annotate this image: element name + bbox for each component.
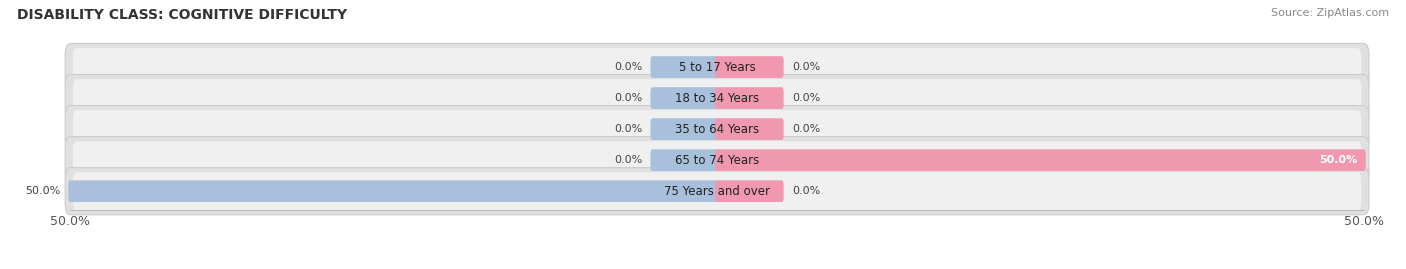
- FancyBboxPatch shape: [65, 137, 1369, 184]
- Text: 50.0%: 50.0%: [25, 186, 60, 196]
- FancyBboxPatch shape: [65, 44, 1369, 91]
- FancyBboxPatch shape: [73, 141, 1361, 179]
- Text: 35 to 64 Years: 35 to 64 Years: [675, 123, 759, 136]
- Text: 0.0%: 0.0%: [614, 124, 643, 134]
- FancyBboxPatch shape: [716, 118, 783, 140]
- Text: 0.0%: 0.0%: [792, 124, 820, 134]
- Text: 50.0%: 50.0%: [1319, 155, 1357, 165]
- FancyBboxPatch shape: [65, 105, 1369, 153]
- FancyBboxPatch shape: [651, 149, 718, 171]
- FancyBboxPatch shape: [69, 180, 718, 202]
- Text: 0.0%: 0.0%: [792, 186, 820, 196]
- Text: 0.0%: 0.0%: [614, 155, 643, 165]
- FancyBboxPatch shape: [716, 56, 783, 78]
- Text: 65 to 74 Years: 65 to 74 Years: [675, 154, 759, 167]
- Text: 0.0%: 0.0%: [792, 62, 820, 72]
- Text: Source: ZipAtlas.com: Source: ZipAtlas.com: [1271, 8, 1389, 18]
- FancyBboxPatch shape: [73, 172, 1361, 210]
- Text: DISABILITY CLASS: COGNITIVE DIFFICULTY: DISABILITY CLASS: COGNITIVE DIFFICULTY: [17, 8, 347, 22]
- FancyBboxPatch shape: [65, 75, 1369, 122]
- Text: 0.0%: 0.0%: [614, 62, 643, 72]
- FancyBboxPatch shape: [73, 48, 1361, 86]
- FancyBboxPatch shape: [716, 149, 1365, 171]
- FancyBboxPatch shape: [73, 79, 1361, 117]
- FancyBboxPatch shape: [65, 168, 1369, 215]
- FancyBboxPatch shape: [73, 110, 1361, 148]
- FancyBboxPatch shape: [651, 87, 718, 109]
- Text: 0.0%: 0.0%: [792, 93, 820, 103]
- Text: 0.0%: 0.0%: [614, 93, 643, 103]
- Text: 18 to 34 Years: 18 to 34 Years: [675, 91, 759, 105]
- FancyBboxPatch shape: [651, 118, 718, 140]
- Text: 75 Years and over: 75 Years and over: [664, 185, 770, 198]
- FancyBboxPatch shape: [716, 87, 783, 109]
- FancyBboxPatch shape: [716, 180, 783, 202]
- FancyBboxPatch shape: [651, 56, 718, 78]
- Text: 5 to 17 Years: 5 to 17 Years: [679, 61, 755, 73]
